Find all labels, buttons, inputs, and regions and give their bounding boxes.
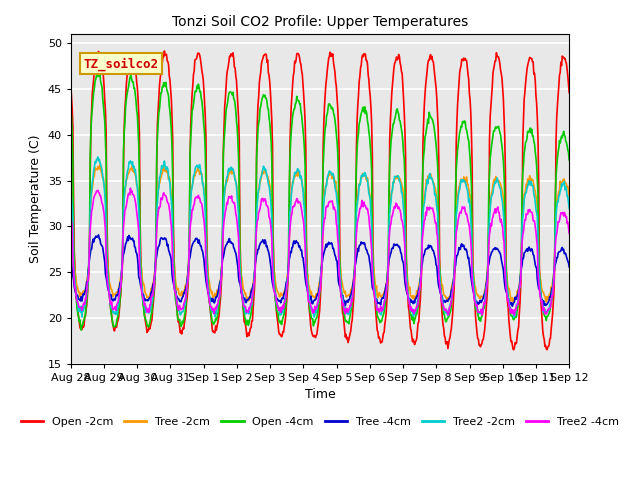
- Tree -4cm: [67, 254, 75, 260]
- Open -4cm: [396, 118, 404, 124]
- Tree -2cm: [179, 294, 186, 300]
- Tree -4cm: [95, 232, 102, 238]
- Tree -2cm: [128, 164, 136, 169]
- Tree -2cm: [543, 299, 550, 305]
- Line: Tree -2cm: Tree -2cm: [71, 165, 569, 302]
- Tree2 -4cm: [381, 298, 388, 303]
- Open -2cm: [179, 327, 186, 333]
- Tree2 -2cm: [396, 178, 403, 183]
- Tree2 -2cm: [128, 162, 136, 168]
- Open -4cm: [179, 320, 187, 326]
- Line: Open -4cm: Open -4cm: [71, 73, 569, 330]
- X-axis label: Time: Time: [305, 388, 335, 401]
- Tree -4cm: [565, 264, 573, 270]
- Open -4cm: [565, 157, 573, 163]
- Tree -2cm: [67, 181, 75, 187]
- Open -2cm: [205, 291, 212, 297]
- Tree2 -2cm: [94, 154, 102, 160]
- Open -4cm: [77, 327, 85, 333]
- Tree -4cm: [509, 303, 516, 309]
- Open -2cm: [127, 50, 135, 56]
- Legend: Open -2cm, Tree -2cm, Open -4cm, Tree -4cm, Tree2 -2cm, Tree2 -4cm: Open -2cm, Tree -2cm, Open -4cm, Tree -4…: [16, 412, 624, 431]
- Tree -2cm: [76, 294, 84, 300]
- Tree2 -2cm: [510, 314, 518, 320]
- Tree -4cm: [396, 243, 403, 249]
- Tree2 -4cm: [76, 304, 84, 310]
- Open -4cm: [76, 317, 84, 323]
- Tree2 -2cm: [205, 289, 212, 295]
- Line: Open -2cm: Open -2cm: [71, 51, 569, 350]
- Tree2 -4cm: [67, 212, 75, 218]
- Tree2 -2cm: [67, 187, 75, 193]
- Open -2cm: [396, 53, 403, 59]
- Open -4cm: [205, 300, 213, 305]
- Tree -2cm: [565, 192, 573, 198]
- Tree -4cm: [128, 236, 136, 241]
- Text: TZ_soilco2: TZ_soilco2: [83, 57, 158, 71]
- Tree2 -4cm: [396, 206, 403, 212]
- Tree -4cm: [179, 295, 186, 300]
- Tree2 -4cm: [179, 306, 186, 312]
- Tree2 -4cm: [565, 230, 573, 236]
- Line: Tree -4cm: Tree -4cm: [71, 235, 569, 306]
- Tree2 -2cm: [381, 297, 388, 303]
- Open -2cm: [510, 347, 518, 353]
- Tree2 -4cm: [127, 185, 134, 191]
- Open -2cm: [381, 322, 388, 327]
- Title: Tonzi Soil CO2 Profile: Upper Temperatures: Tonzi Soil CO2 Profile: Upper Temperatur…: [172, 15, 468, 29]
- Y-axis label: Soil Temperature (C): Soil Temperature (C): [29, 135, 42, 263]
- Open -2cm: [161, 48, 168, 54]
- Tree -2cm: [96, 162, 104, 168]
- Open -4cm: [129, 79, 136, 85]
- Tree -4cm: [205, 290, 212, 296]
- Tree -2cm: [396, 178, 403, 184]
- Open -2cm: [76, 324, 84, 330]
- Line: Tree2 -2cm: Tree2 -2cm: [71, 157, 569, 317]
- Open -2cm: [565, 90, 573, 96]
- Tree2 -2cm: [179, 309, 186, 315]
- Tree2 -2cm: [565, 206, 573, 212]
- Line: Tree2 -4cm: Tree2 -4cm: [71, 188, 569, 315]
- Tree -2cm: [381, 287, 388, 293]
- Tree2 -2cm: [76, 309, 84, 314]
- Open -2cm: [67, 82, 75, 88]
- Tree2 -4cm: [205, 294, 212, 300]
- Tree -4cm: [76, 297, 84, 302]
- Tree -4cm: [381, 289, 388, 295]
- Open -4cm: [95, 71, 102, 76]
- Tree2 -4cm: [128, 188, 136, 193]
- Tree2 -4cm: [511, 312, 518, 318]
- Open -4cm: [67, 104, 75, 109]
- Tree -2cm: [205, 276, 212, 282]
- Open -4cm: [381, 298, 389, 304]
